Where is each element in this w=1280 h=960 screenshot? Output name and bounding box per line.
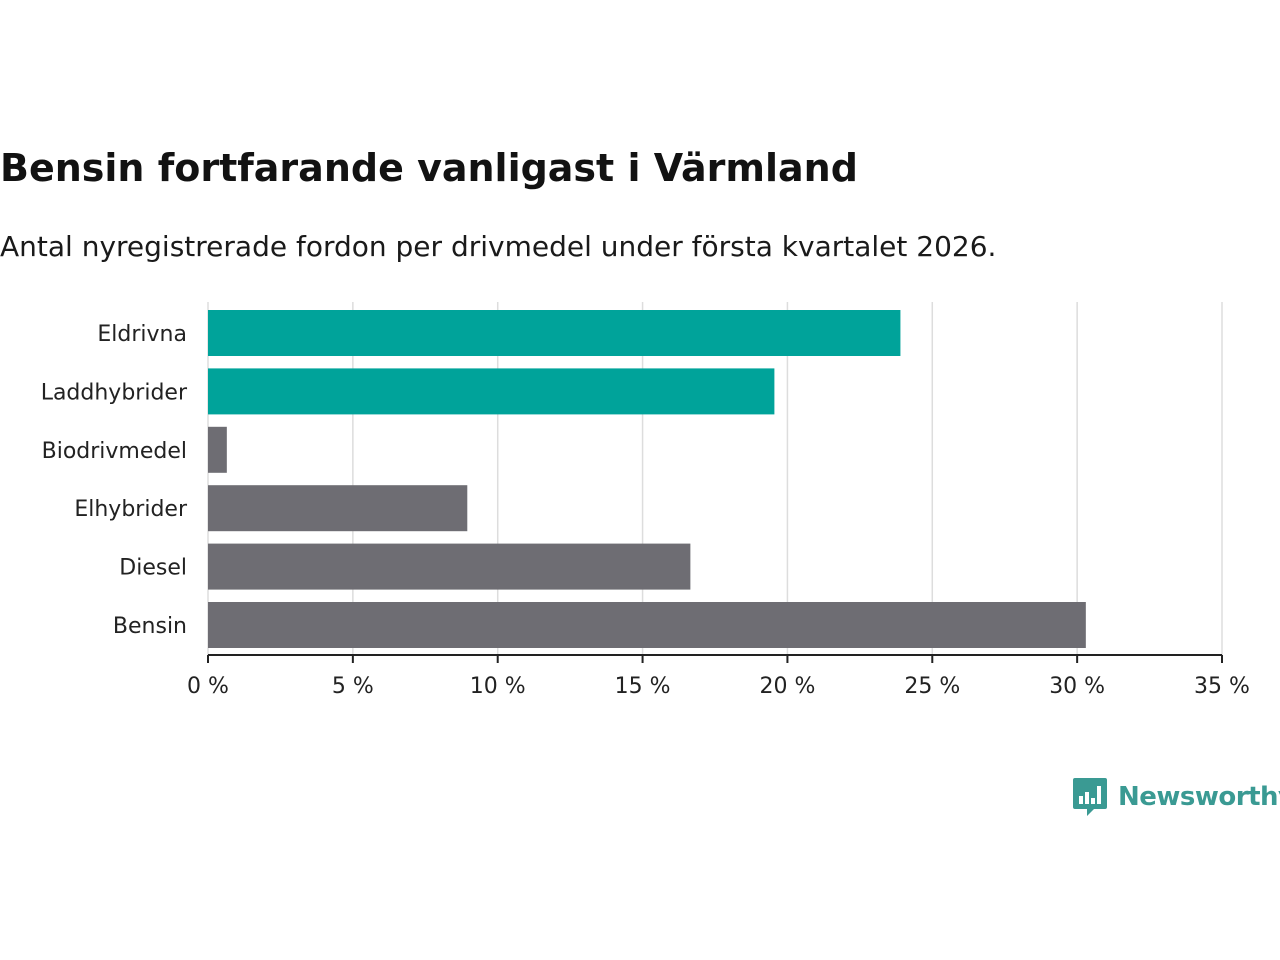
x-tick-label-30: 30 % [1049, 674, 1105, 699]
category-labels: Eldrivna Laddhybrider Biodrivmedel Elhybrid… [41, 322, 188, 639]
x-tick-label-35: 35 % [1194, 674, 1250, 699]
category-label-eldrivna: Eldrivna [97, 322, 187, 347]
x-tick-label-20: 20 % [759, 674, 815, 699]
grid-lines [207, 302, 1223, 655]
category-label-bensin: Bensin [113, 614, 187, 639]
x-tick-label-25: 25 % [904, 674, 960, 699]
newsworthy-logo: Newsworthy [1072, 776, 1280, 818]
bar-bensin [208, 602, 1086, 648]
category-label-laddhybrider: Laddhybrider [41, 380, 188, 405]
x-axis: 0 % 5 % 10 % 15 % 20 % 25 % 30 % 35 % [187, 654, 1250, 699]
bar-laddhybrider [208, 368, 775, 415]
chart-title: Bensin fortfarande vanligast i Värmland [0, 146, 858, 190]
newsworthy-logo-text: Newsworthy [1118, 782, 1280, 812]
bar-elhybrider [208, 485, 468, 532]
bar-biodrivmedel [208, 426, 227, 473]
category-label-biodrivmedel: Biodrivmedel [42, 439, 187, 464]
x-tick-label-0: 0 % [187, 674, 229, 699]
x-tick-label-10: 10 % [470, 674, 526, 699]
x-tick-label-15: 15 % [615, 674, 671, 699]
category-label-elhybrider: Elhybrider [74, 497, 188, 522]
category-label-diesel: Diesel [119, 556, 187, 581]
chart-subtitle: Antal nyregistrerade fordon per drivmede… [0, 230, 997, 263]
bar-diesel [208, 543, 691, 590]
x-tick-label-5: 5 % [332, 674, 374, 699]
bar-eldrivna [208, 310, 901, 356]
bars [208, 310, 1086, 648]
newsworthy-logo-icon [1073, 778, 1107, 816]
